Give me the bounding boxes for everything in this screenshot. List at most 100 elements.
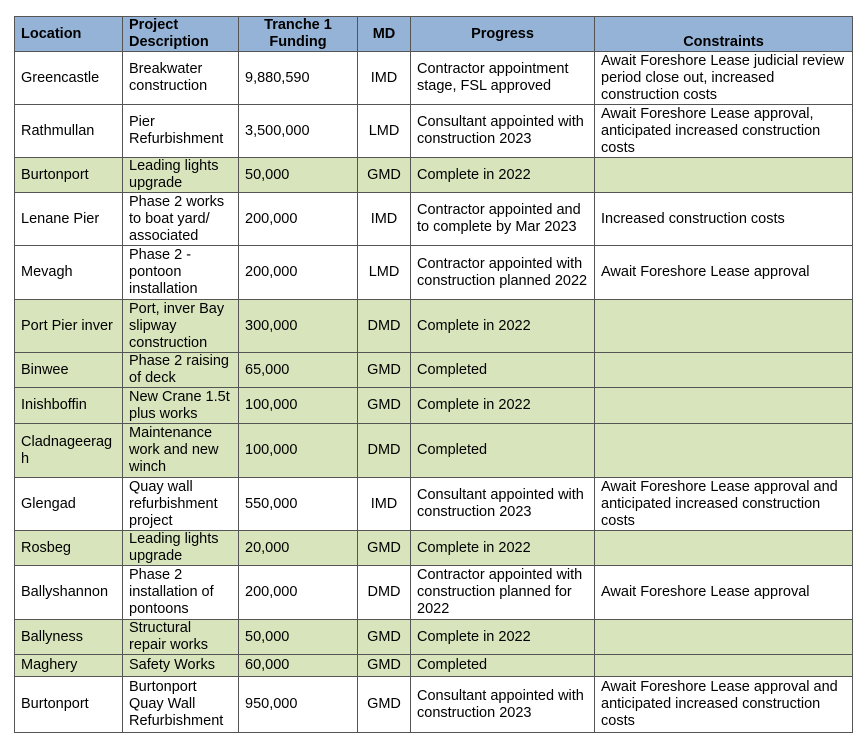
cell-project-description: Phase 2 works to boat yard/ associated — [122, 192, 239, 246]
table-row: Burtonport Leading lights upgrade 50,000 GM… — [14, 157, 853, 193]
table-row: Cladnageeragh Maintenance work and new wi… — [14, 423, 853, 478]
table-row: Maghery Safety Works 60,000 GMD Completed — [14, 654, 853, 677]
cell-constraints — [594, 299, 853, 353]
cell-constraints — [594, 387, 853, 424]
cell-constraints: Increased construction costs — [594, 192, 853, 246]
cell-md: LMD — [357, 245, 411, 300]
cell-constraints — [594, 157, 853, 193]
cell-progress: Complete in 2022 — [410, 530, 595, 566]
cell-md: GMD — [357, 387, 411, 424]
cell-md: DMD — [357, 299, 411, 353]
table-row: Burtonport Burtonport Quay Wall Refurbish… — [14, 676, 853, 733]
cell-funding: 200,000 — [238, 245, 358, 300]
cell-project-description: Leading lights upgrade — [122, 157, 239, 193]
header-constraints: Constraints — [594, 16, 853, 52]
header-location: Location — [14, 16, 123, 52]
cell-funding: 100,000 — [238, 423, 358, 478]
cell-location: Cladnageeragh — [14, 423, 123, 478]
cell-progress: Complete in 2022 — [410, 299, 595, 353]
cell-location: Ballyshannon — [14, 565, 123, 620]
cell-constraints — [594, 619, 853, 655]
cell-project-description: Safety Works — [122, 654, 239, 677]
cell-md: DMD — [357, 423, 411, 478]
header-project-description: Project Description — [122, 16, 239, 52]
cell-location: Burtonport — [14, 676, 123, 733]
cell-constraints: Await Foreshore Lease approval — [594, 245, 853, 300]
cell-progress: Consultant appointed with construction 2… — [410, 104, 595, 158]
cell-constraints: Await Foreshore Lease approval — [594, 565, 853, 620]
cell-constraints: Await Foreshore Lease approval and antic… — [594, 676, 853, 733]
cell-funding: 65,000 — [238, 352, 358, 388]
cell-funding: 300,000 — [238, 299, 358, 353]
cell-location: Port Pier inver — [14, 299, 123, 353]
cell-progress: Contractor appointment stage, FSL approv… — [410, 51, 595, 105]
cell-project-description: Maintenance work and new winch — [122, 423, 239, 478]
cell-project-description: Structural repair works — [122, 619, 239, 655]
cell-progress: Complete in 2022 — [410, 157, 595, 193]
table-row: Binwee Phase 2 raising of deck 65,000 GMD Co… — [14, 352, 853, 388]
header-funding: Tranche 1 Funding — [238, 16, 358, 52]
cell-funding: 60,000 — [238, 654, 358, 677]
cell-project-description: Leading lights upgrade — [122, 530, 239, 566]
cell-project-description: Phase 2 - pontoon installation — [122, 245, 239, 300]
cell-project-description: Port, inver Bay slipway construction — [122, 299, 239, 353]
cell-project-description: Burtonport Quay Wall Refurbishment — [122, 676, 239, 733]
cell-funding: 200,000 — [238, 565, 358, 620]
cell-md: GMD — [357, 157, 411, 193]
cell-project-description: Pier Refurbishment — [122, 104, 239, 158]
cell-location: Greencastle — [14, 51, 123, 105]
cell-constraints: Await Foreshore Lease judicial review pe… — [594, 51, 853, 105]
cell-md: GMD — [357, 530, 411, 566]
cell-progress: Complete in 2022 — [410, 619, 595, 655]
cell-progress: Consultant appointed with construction 2… — [410, 676, 595, 733]
cell-constraints — [594, 530, 853, 566]
cell-constraints: Await Foreshore Lease approval and antic… — [594, 477, 853, 531]
cell-md: GMD — [357, 654, 411, 677]
cell-progress: Completed — [410, 654, 595, 677]
table-row: Ballyness Structural repair works 50,000 GM… — [14, 619, 853, 655]
header-md: MD — [357, 16, 411, 52]
cell-progress: Contractor appointed with construction p… — [410, 245, 595, 300]
table-row: Rathmullan Pier Refurbishment 3,500,000 LMD… — [14, 104, 853, 158]
cell-project-description: Phase 2 raising of deck — [122, 352, 239, 388]
cell-location: Inishboffin — [14, 387, 123, 424]
table-row: Inishboffin New Crane 1.5t plus works 100,… — [14, 387, 853, 424]
cell-funding: 20,000 — [238, 530, 358, 566]
cell-constraints — [594, 423, 853, 478]
cell-md: GMD — [357, 619, 411, 655]
cell-project-description: Phase 2 installation of pontoons — [122, 565, 239, 620]
cell-location: Rosbeg — [14, 530, 123, 566]
cell-funding: 950,000 — [238, 676, 358, 733]
cell-funding: 50,000 — [238, 619, 358, 655]
cell-progress: Completed — [410, 352, 595, 388]
table-row: Glengad Quay wall refurbishment project 55… — [14, 477, 853, 531]
cell-md: GMD — [357, 676, 411, 733]
cell-md: IMD — [357, 51, 411, 105]
cell-location: Glengad — [14, 477, 123, 531]
cell-location: Mevagh — [14, 245, 123, 300]
table-row: Rosbeg Leading lights upgrade 20,000 GMD Com… — [14, 530, 853, 566]
cell-funding: 550,000 — [238, 477, 358, 531]
cell-funding: 3,500,000 — [238, 104, 358, 158]
cell-progress: Completed — [410, 423, 595, 478]
cell-project-description: Breakwater construction — [122, 51, 239, 105]
cell-funding: 100,000 — [238, 387, 358, 424]
cell-funding: 50,000 — [238, 157, 358, 193]
cell-md: IMD — [357, 477, 411, 531]
cell-progress: Consultant appointed with construction 2… — [410, 477, 595, 531]
cell-constraints — [594, 352, 853, 388]
cell-constraints: Await Foreshore Lease approval, anticipa… — [594, 104, 853, 158]
cell-md: DMD — [357, 565, 411, 620]
cell-md: IMD — [357, 192, 411, 246]
cell-md: GMD — [357, 352, 411, 388]
header-progress: Progress — [410, 16, 595, 52]
cell-project-description: New Crane 1.5t plus works — [122, 387, 239, 424]
cell-location: Ballyness — [14, 619, 123, 655]
cell-location: Rathmullan — [14, 104, 123, 158]
header-row: Location Project Description Tranche 1 Fun… — [14, 16, 853, 52]
table-row: Port Pier inver Port, inver Bay slipway c… — [14, 299, 853, 353]
cell-location: Binwee — [14, 352, 123, 388]
cell-funding: 9,880,590 — [238, 51, 358, 105]
cell-location: Maghery — [14, 654, 123, 677]
